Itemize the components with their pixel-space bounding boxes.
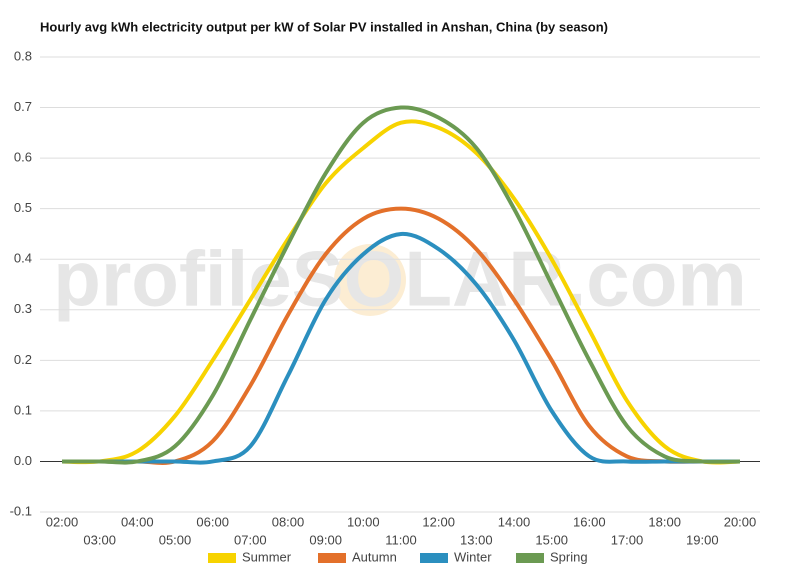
x-tick-label: 10:00 xyxy=(347,514,380,529)
legend-label: Spring xyxy=(550,549,588,564)
x-tick-label: 06:00 xyxy=(196,514,229,529)
series-line xyxy=(62,105,741,465)
y-tick-label: 0.7 xyxy=(14,99,32,114)
legend-swatch xyxy=(208,553,236,563)
x-tick-label: 08:00 xyxy=(272,514,305,529)
x-tick-label: 17:00 xyxy=(611,532,644,547)
x-tick-label: 13:00 xyxy=(460,532,493,547)
x-tick-label: 14:00 xyxy=(498,514,531,529)
legend-label: Winter xyxy=(454,549,492,564)
y-tick-label: 0.5 xyxy=(14,200,32,215)
x-tick-label: 04:00 xyxy=(121,514,154,529)
y-tick-label: 0.8 xyxy=(14,48,32,63)
x-tick-label: 02:00 xyxy=(46,514,79,529)
x-tick-label: 07:00 xyxy=(234,532,267,547)
y-tick-label: 0.3 xyxy=(14,301,32,316)
y-tick-label: 0.6 xyxy=(14,150,32,165)
x-tick-label: 16:00 xyxy=(573,514,606,529)
legend-swatch xyxy=(420,553,448,563)
x-tick-label: 05:00 xyxy=(159,532,192,547)
legend-label: Autumn xyxy=(352,549,397,564)
x-tick-label: 18:00 xyxy=(648,514,681,529)
series-line xyxy=(62,231,740,465)
y-tick-label: 0.2 xyxy=(14,352,32,367)
y-tick-label: 0.4 xyxy=(14,251,32,266)
chart-title: Hourly avg kWh electricity output per kW… xyxy=(40,19,608,34)
legend-swatch xyxy=(516,553,544,563)
watermark-sun xyxy=(334,244,406,316)
x-tick-label: 03:00 xyxy=(83,532,116,547)
watermark: profileSOLAR.com xyxy=(53,235,746,323)
x-tick-label: 11:00 xyxy=(385,532,417,547)
x-tick-label: 09:00 xyxy=(309,532,342,547)
y-tick-label: 0.1 xyxy=(14,402,32,417)
series-line xyxy=(61,119,741,465)
x-tick-label: 12:00 xyxy=(422,514,455,529)
y-tick-label: -0.1 xyxy=(10,503,32,518)
x-tick-label: 15:00 xyxy=(535,532,568,547)
legend-label: Summer xyxy=(242,549,292,564)
x-tick-label: 20:00 xyxy=(724,514,757,529)
legend-swatch xyxy=(318,553,346,563)
x-tick-label: 19:00 xyxy=(686,532,719,547)
y-tick-label: 0.0 xyxy=(14,453,32,468)
